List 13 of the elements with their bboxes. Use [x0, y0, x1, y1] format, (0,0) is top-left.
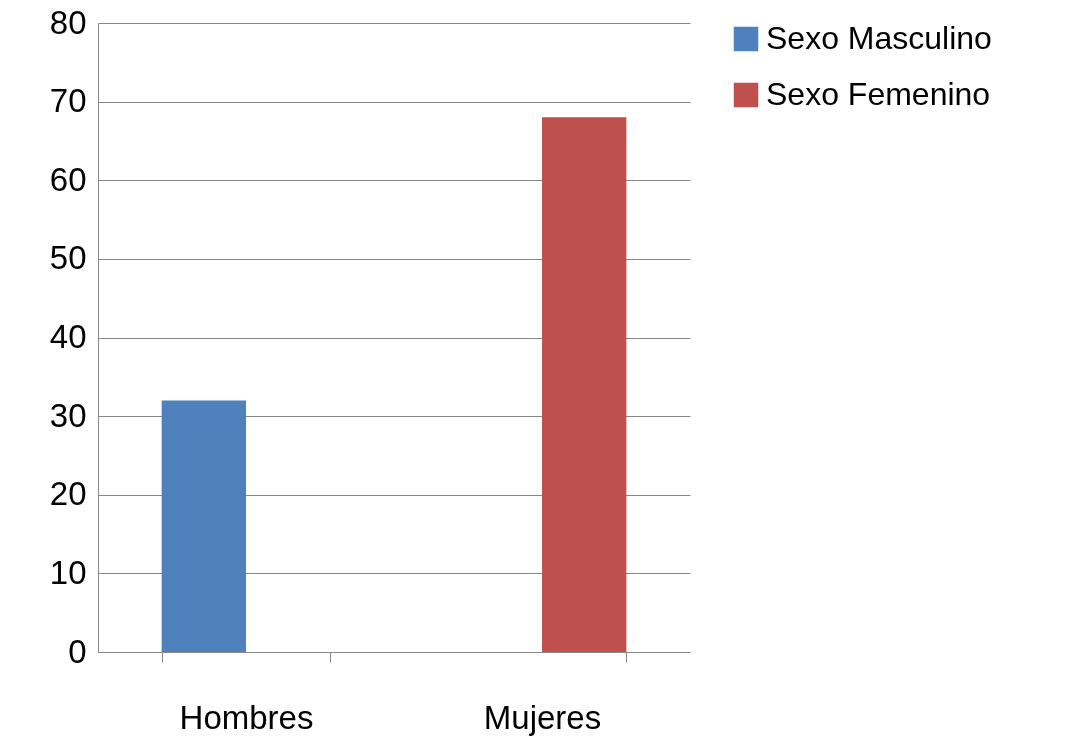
y-tick-label: 30: [49, 396, 87, 434]
y-tick-label: 60: [49, 160, 87, 198]
y-tick-label: 70: [49, 82, 87, 120]
y-tick-label: 50: [49, 239, 87, 277]
x-tick-label: Mujeres: [483, 698, 602, 736]
y-tick-label: 10: [49, 553, 87, 591]
x-tick-label: Hombres: [179, 698, 314, 736]
y-tick-label: 0: [68, 632, 87, 670]
y-tick-label: 80: [49, 3, 87, 41]
legend-label: Sexo Masculino: [766, 20, 992, 56]
y-tick-label: 20: [49, 475, 87, 513]
y-tick-label: 40: [49, 318, 87, 355]
legend-label: Sexo Femenino: [766, 76, 991, 112]
